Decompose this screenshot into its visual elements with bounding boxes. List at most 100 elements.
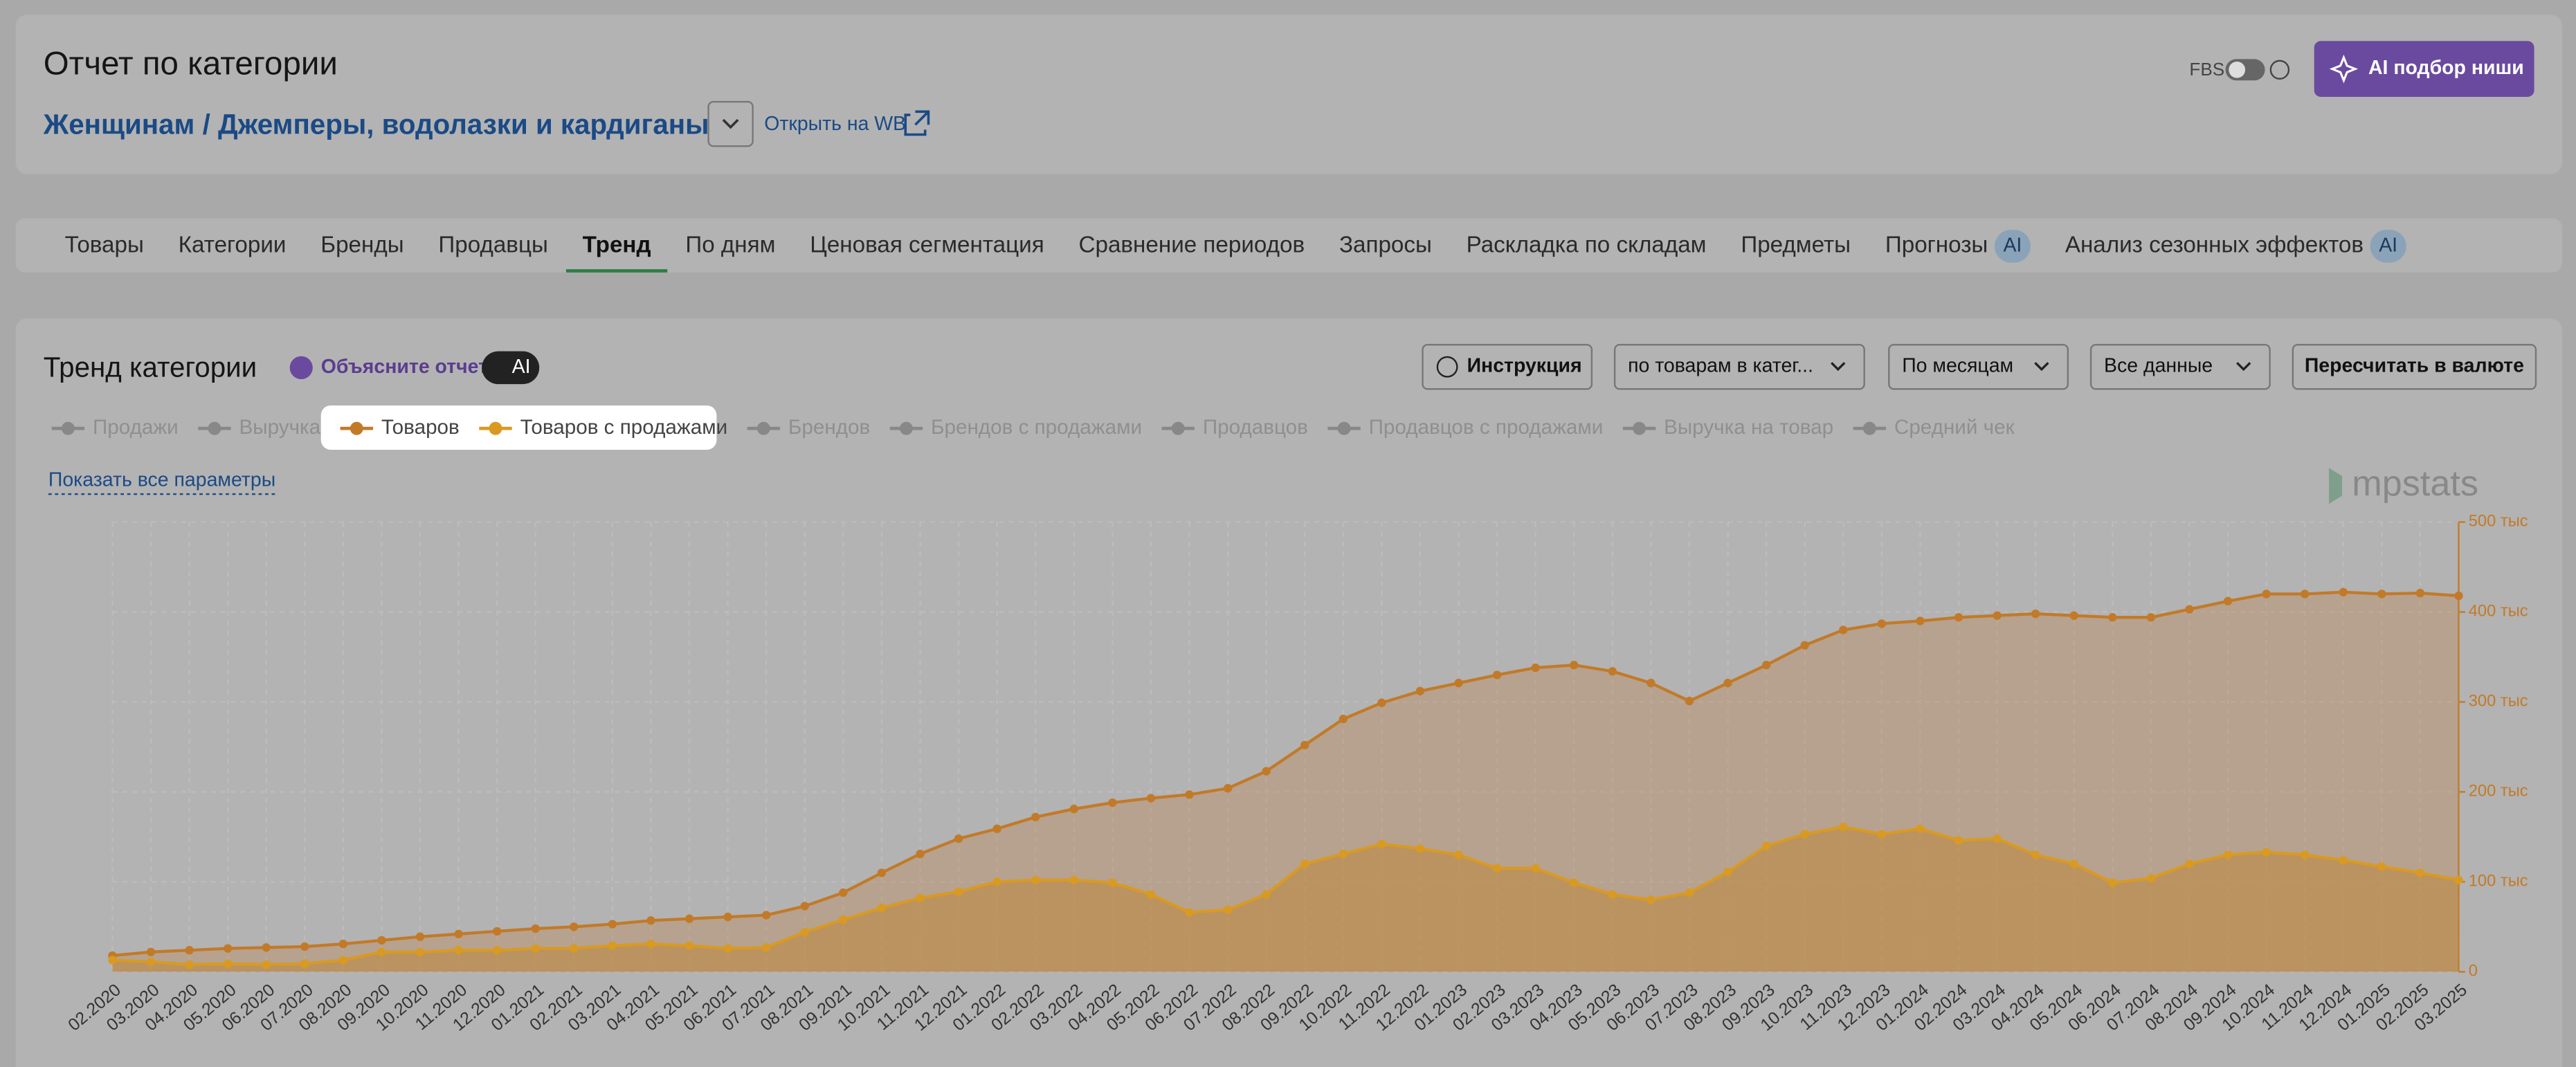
legend[interactable]: Продажи Выручка Товаров Товаров с продажами… [51, 416, 2015, 439]
legend-label[interactable]: Выручка на товар [1664, 416, 1833, 439]
point [570, 944, 579, 953]
legend-label[interactable]: Выручка [239, 416, 321, 439]
point [2300, 850, 2310, 859]
point [1300, 740, 1309, 749]
legend-dot [1337, 421, 1351, 435]
point [1839, 626, 1848, 635]
point [377, 936, 386, 945]
point [992, 877, 1001, 886]
point [262, 960, 271, 969]
legend-label[interactable]: Товаров с продажами [520, 416, 728, 439]
y-tick-label: 500 тыс [2469, 513, 2528, 531]
open-link[interactable]: Открыть на WB [764, 113, 906, 135]
tab[interactable]: Продавцы [438, 232, 547, 258]
show-all-link[interactable]: Показать все параметры [48, 469, 275, 491]
legend-dot [1862, 421, 1876, 435]
point [1685, 696, 1694, 706]
point [1993, 834, 2002, 843]
point [2031, 609, 2040, 619]
point [992, 824, 1001, 833]
help-icon[interactable] [2269, 60, 2290, 80]
tab[interactable]: Анализ сезонных эффектов [2065, 232, 2364, 258]
chevron [2034, 362, 2049, 372]
legend-label[interactable]: Средний чек [1894, 416, 2015, 439]
point [1761, 660, 1771, 670]
tab[interactable]: Сравнение периодов [1079, 232, 1305, 258]
legend-dot [350, 421, 363, 435]
point [1608, 890, 1617, 899]
point [2415, 868, 2425, 877]
ai-button[interactable] [2314, 41, 2534, 97]
point [1031, 812, 1040, 821]
point [377, 947, 386, 956]
panel-title: Тренд категории [44, 351, 257, 383]
point [1146, 890, 1156, 899]
external-icon [904, 110, 930, 136]
point [146, 957, 156, 967]
point [1685, 888, 1694, 897]
breadcrumb[interactable]: Женщинам / Джемперы, водолазки и кардига… [43, 108, 709, 140]
tab[interactable]: Товары [65, 232, 144, 258]
point [1108, 798, 1117, 808]
tab[interactable]: Прогнозы [1885, 232, 1988, 258]
header-card [15, 15, 2562, 174]
legend-label[interactable]: Продавцов с продажами [1369, 416, 1604, 439]
control-button[interactable] [1888, 343, 2069, 390]
point [185, 946, 194, 955]
logo-mark [2329, 468, 2343, 504]
control-button[interactable] [1613, 343, 1865, 390]
tab[interactable]: Запросы [1339, 232, 1432, 258]
control-button[interactable] [1422, 343, 1593, 390]
point [1185, 908, 1194, 917]
point [1377, 698, 1386, 707]
control-label: Все данные [2104, 355, 2213, 377]
tab[interactable]: Тренд [583, 232, 651, 258]
legend-label[interactable]: Продажи [93, 416, 179, 439]
point [415, 947, 425, 956]
control-button[interactable] [2292, 343, 2537, 390]
explain-link[interactable]: Объясните отчет [321, 356, 488, 378]
point [2185, 859, 2194, 868]
tab-badge [1994, 230, 2031, 263]
tab[interactable]: По дням [685, 232, 775, 258]
legend-dot [899, 421, 913, 435]
control-label: по товарам в катег... [1628, 355, 1813, 377]
legend-label[interactable]: Продавцов [1203, 416, 1308, 439]
tab[interactable]: Категории [179, 232, 287, 258]
crumb-dropdown[interactable] [707, 100, 754, 147]
point [1531, 864, 1540, 873]
tab[interactable]: Раскладка по складам [1467, 232, 1707, 258]
point [2108, 878, 2117, 887]
point [1839, 822, 1848, 832]
y-tick-label: 100 тыс [2469, 873, 2528, 891]
crumb[interactable]: Джемперы, водолазки и кардиганы [218, 108, 709, 140]
point [762, 943, 771, 952]
point [684, 914, 694, 923]
tab[interactable]: Предметы [1741, 232, 1851, 258]
tab[interactable]: Ценовая сегментация [810, 232, 1044, 258]
point [2031, 850, 2040, 859]
point [916, 893, 925, 902]
tab[interactable]: Бренды [320, 232, 403, 258]
point [2146, 613, 2156, 622]
legend-label[interactable]: Брендов с продажами [931, 416, 1142, 439]
point [2069, 859, 2078, 868]
legend-label[interactable]: Товаров [381, 416, 460, 439]
point [1185, 790, 1194, 799]
point [1877, 619, 1887, 628]
control-button[interactable] [2089, 343, 2271, 390]
tabs-card [15, 218, 2562, 273]
point [2339, 587, 2348, 596]
crumb[interactable]: Женщинам [43, 108, 195, 140]
point [1492, 671, 1502, 680]
legend-label[interactable]: Брендов [788, 416, 870, 439]
point [2262, 848, 2271, 857]
tab-badge [2370, 230, 2406, 263]
point [2377, 590, 2386, 599]
point [300, 942, 309, 951]
point [723, 944, 732, 953]
point [1454, 678, 1463, 688]
point [1800, 830, 1809, 839]
